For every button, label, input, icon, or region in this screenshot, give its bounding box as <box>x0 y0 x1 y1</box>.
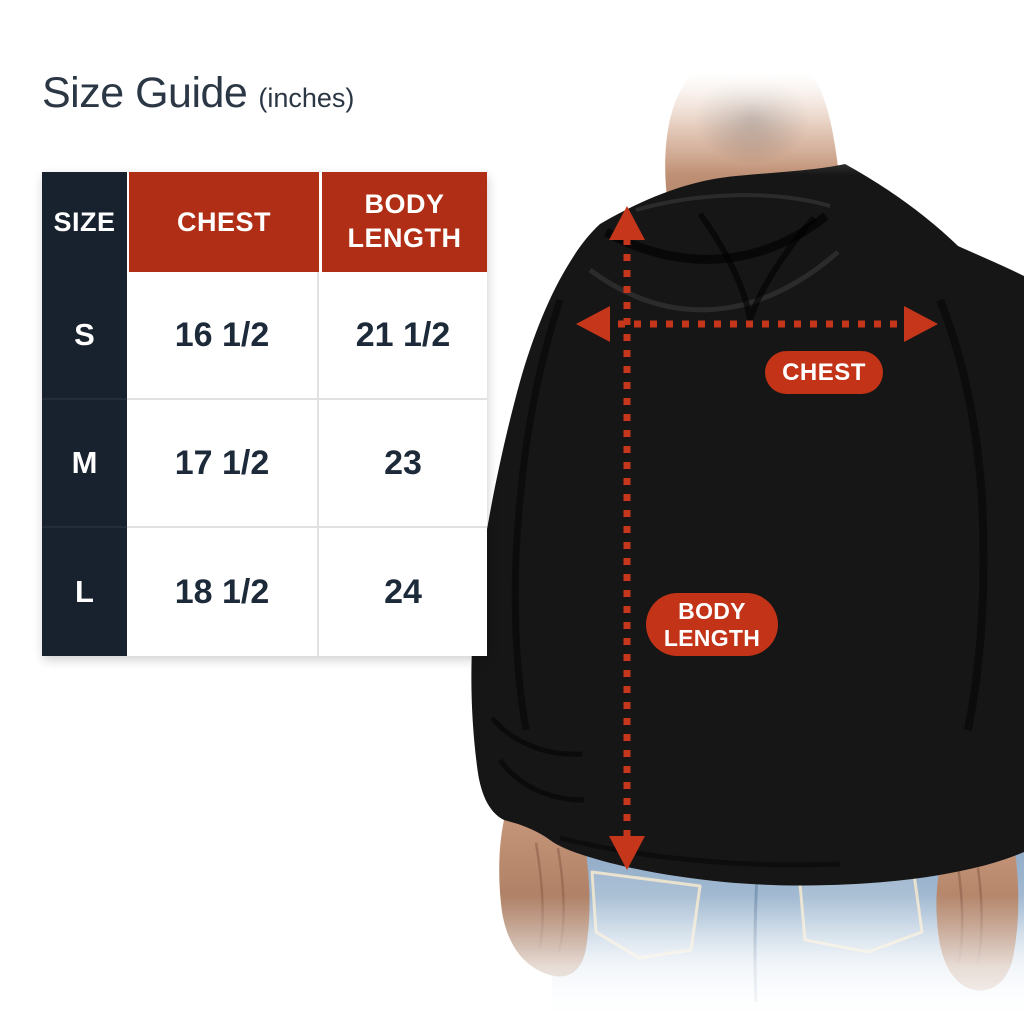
chest-cell: 18 1/2 <box>127 528 319 656</box>
body-length-label-line1: BODY <box>678 598 746 625</box>
page-title: Size Guide (inches) <box>42 72 354 115</box>
header-cell-chest: CHEST <box>129 172 319 272</box>
photo-top-fade <box>420 0 1024 175</box>
header-cell-size: SIZE <box>42 172 127 272</box>
size-table: SIZE CHEST BODY LENGTH S 16 1/2 21 1/2 M… <box>42 172 487 656</box>
photo-bottom-fade <box>420 895 1024 1024</box>
body-length-label-line2: LENGTH <box>663 624 761 651</box>
chest-cell: 17 1/2 <box>127 400 319 528</box>
body-length-cell: 21 1/2 <box>319 272 487 400</box>
arrow-up-icon <box>609 206 645 240</box>
header-cell-body-length: BODY LENGTH <box>322 172 487 272</box>
chest-cell: 16 1/2 <box>127 272 319 400</box>
size-cell: L <box>42 528 127 656</box>
title-unit-note: (inches) <box>258 83 355 113</box>
size-table-header: SIZE CHEST BODY LENGTH <box>42 172 487 272</box>
arrow-left-icon <box>576 306 610 342</box>
size-cell: M <box>42 400 127 528</box>
table-row: L 18 1/2 24 <box>42 528 487 656</box>
chest-arrow <box>576 306 938 342</box>
size-cell: S <box>42 272 127 400</box>
arrow-right-icon <box>904 306 938 342</box>
table-row: S 16 1/2 21 1/2 <box>42 272 487 400</box>
chest-label-text: CHEST <box>782 358 866 386</box>
body-length-cell: 23 <box>319 400 487 528</box>
body-length-arrow <box>609 206 645 870</box>
arrow-down-icon <box>609 836 645 870</box>
body-length-measure-label: BODY LENGTH <box>646 593 778 656</box>
chest-measure-label: CHEST <box>765 351 883 394</box>
body-length-cell: 24 <box>319 528 487 656</box>
model-hoodie <box>471 164 1024 886</box>
title-text: Size Guide <box>42 69 248 117</box>
table-row: M 17 1/2 23 <box>42 400 487 528</box>
